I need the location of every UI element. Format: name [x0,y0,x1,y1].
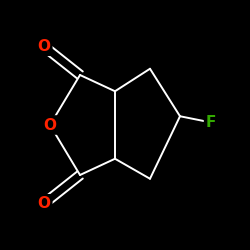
Text: O: O [37,39,50,54]
Text: F: F [206,115,216,130]
Text: O: O [37,196,50,211]
Text: O: O [44,118,57,132]
